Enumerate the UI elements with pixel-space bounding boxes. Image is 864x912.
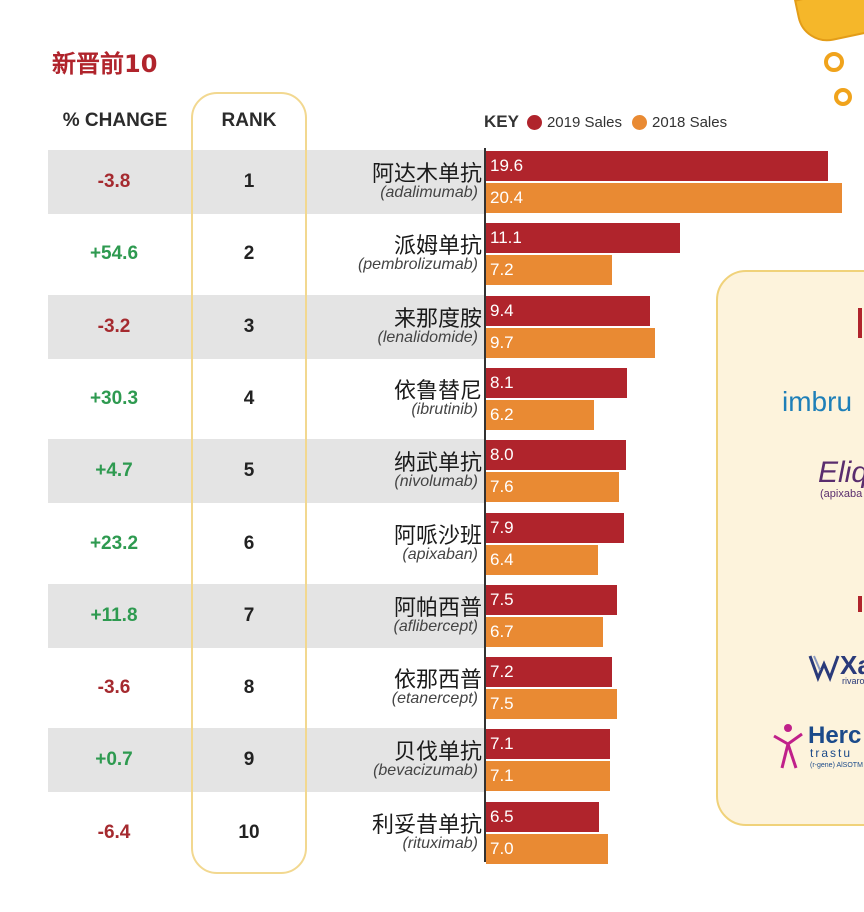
drug-name-chinese: 阿帕西普 xyxy=(393,595,482,621)
drug-name-english: (ibrutinib) xyxy=(411,400,478,418)
drug-name-chinese: 来那度胺 xyxy=(393,306,482,332)
drug-name-chinese: 贝伐单抗 xyxy=(393,740,482,766)
xarelto-mark-icon xyxy=(808,655,840,682)
herceptin-figure-icon xyxy=(773,724,803,769)
drug-name-english: (rituximab) xyxy=(402,834,478,852)
legend-item-2019: 2019 Sales xyxy=(526,113,623,131)
brand-logo-eliquis-sub: (apixaba xyxy=(820,488,863,500)
rank-value: 9 xyxy=(243,749,255,771)
percent-change-value: -3.2 xyxy=(97,315,131,337)
legend-swatch-2019 xyxy=(526,114,542,130)
rank-value: 3 xyxy=(243,315,255,337)
drug-name-english: (apixaban) xyxy=(402,545,478,563)
bar-2018-sales: 7.1 xyxy=(486,761,610,792)
brand-logo-herceptin-sub2: (r-gene) AlSOTM xyxy=(810,762,863,769)
bar-2018-sales: 7.6 xyxy=(486,472,619,503)
drug-name-english: (nivolumab) xyxy=(394,473,478,491)
decorative-blob xyxy=(793,0,864,47)
rank-value: 10 xyxy=(238,821,260,843)
table-row: -3.6 8 依那西普 (etanercept) xyxy=(48,656,484,720)
percent-change-value: +4.7 xyxy=(95,460,133,482)
percent-change-value: -6.4 xyxy=(97,821,131,843)
drug-name-english: (etanercept) xyxy=(391,690,478,708)
brand-card xyxy=(716,270,864,826)
bar-2019-sales: 9.4 xyxy=(486,295,650,326)
table-row: +11.8 7 阿帕西普 (aflibercept) xyxy=(48,583,484,648)
percent-change-value: +30.3 xyxy=(89,387,139,409)
drug-name-chinese: 纳武单抗 xyxy=(393,451,482,477)
bar-2018-sales: 6.7 xyxy=(486,616,603,647)
legend-item-2018: 2018 Sales xyxy=(632,114,727,131)
bar-2019-sales: 7.5 xyxy=(486,584,617,615)
drug-name-english: (pembrolizumab) xyxy=(357,256,478,274)
table-row: +30.3 4 依鲁替尼 (ibrutinib) xyxy=(48,367,484,431)
brand-fragment xyxy=(858,596,862,612)
percent-change-value: +11.8 xyxy=(90,604,138,626)
bar-2018-sales: 7.0 xyxy=(486,833,608,864)
brand-logo-imbruvica: imbru xyxy=(782,386,853,417)
bar-2018-sales: 6.2 xyxy=(486,399,594,430)
brand-logo-eliquis: Eliq xyxy=(818,456,864,489)
table-row: +4.7 5 纳武单抗 (nivolumab) xyxy=(48,439,484,504)
rank-value: 8 xyxy=(243,677,255,699)
rank-value: 1 xyxy=(243,171,255,192)
bar-2019-sales: 6.5 xyxy=(486,801,599,832)
change-column-header: % CHANGE xyxy=(62,110,168,131)
bar-2019-sales: 7.9 xyxy=(486,512,624,543)
table-row: +54.6 2 派姆单抗 (pembrolizumab) xyxy=(48,222,484,286)
bar-2019-sales: 8.0 xyxy=(486,440,626,471)
percent-change-value: -3.8 xyxy=(97,171,131,192)
percent-change-value: +23.2 xyxy=(89,532,139,554)
table-row: +23.2 6 阿哌沙班 (apixaban) xyxy=(48,512,484,576)
drug-name-chinese: 依鲁替尼 xyxy=(393,378,482,404)
drug-name-chinese: 阿达木单抗 xyxy=(371,162,482,187)
drug-name-english: (bevacizumab) xyxy=(373,762,478,780)
drug-name-chinese: 阿哌沙班 xyxy=(393,523,482,549)
bar-axis-line xyxy=(484,148,486,862)
bar-2019-sales: 7.2 xyxy=(486,657,612,688)
brand-logo-xarelto: Xa xyxy=(840,650,864,680)
rank-column-header: RANK xyxy=(221,110,277,131)
drug-name-chinese: 利妥昔单抗 xyxy=(371,812,482,838)
rank-value: 7 xyxy=(243,604,255,626)
table-row: +0.7 9 贝伐单抗 (bevacizumab) xyxy=(48,728,484,793)
bar-2018-sales: 6.4 xyxy=(486,544,598,575)
bar-2018-sales: 7.5 xyxy=(486,689,617,720)
percent-change-value: +0.7 xyxy=(95,749,133,771)
bar-2018-sales: 9.7 xyxy=(486,327,655,358)
legend-label-2018: 2018 Sales xyxy=(652,113,728,131)
bar-2018-sales: 7.2 xyxy=(486,255,612,286)
drug-name-english: (lenalidomide) xyxy=(377,328,479,346)
rank-value: 6 xyxy=(243,532,255,554)
chart-title: 新晋前10 xyxy=(52,50,158,78)
table-row: -3.2 3 来那度胺 (lenalidomide) xyxy=(48,294,484,359)
brand-logo-herceptin: Herc xyxy=(808,722,862,749)
drug-name-english: (aflibercept) xyxy=(393,617,478,635)
bar-2018-sales: 20.4 xyxy=(486,183,842,213)
decorative-ring xyxy=(834,88,852,106)
bar-2019-sales: 19.6 xyxy=(486,151,828,181)
table-row: -3.8 1 阿达木单抗 (adalimumab) xyxy=(48,150,484,214)
legend-label-2019: 2019 Sales xyxy=(546,113,623,131)
percent-change-value: -3.6 xyxy=(97,677,131,699)
bar-2019-sales: 8.1 xyxy=(486,367,627,398)
bar-2019-sales: 11.1 xyxy=(486,223,680,254)
rank-value: 4 xyxy=(243,387,255,409)
legend: KEY 2019 Sales 2018 Sales xyxy=(484,112,737,132)
drug-name-chinese: 派姆单抗 xyxy=(393,234,482,260)
legend-key-label: KEY xyxy=(484,112,519,131)
rank-value: 2 xyxy=(243,243,255,265)
drug-name-chinese: 依那西普 xyxy=(393,668,482,694)
percent-change-value: +54.6 xyxy=(89,243,139,265)
brand-logo-herceptin-sub: trastu xyxy=(810,746,853,760)
drug-name-english: (adalimumab) xyxy=(380,184,478,201)
legend-swatch-2018 xyxy=(632,114,648,130)
decorative-ring xyxy=(824,52,844,72)
brand-fragment xyxy=(858,308,862,338)
table-row: -6.4 10 利妥昔单抗 (rituximab) xyxy=(48,801,484,865)
rank-value: 5 xyxy=(243,460,255,482)
bar-2019-sales: 7.1 xyxy=(486,729,610,760)
brand-logo-xarelto-sub: rivaro xyxy=(842,676,864,686)
